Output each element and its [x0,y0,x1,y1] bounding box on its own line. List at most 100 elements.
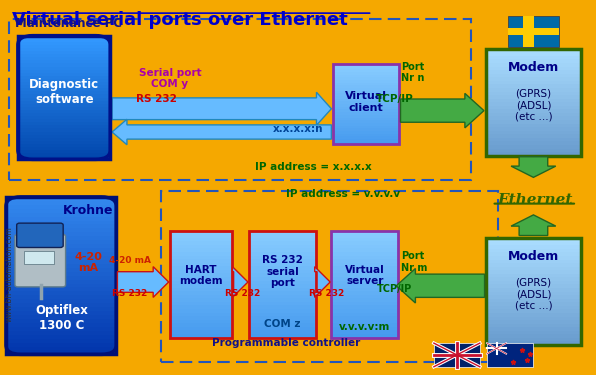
Bar [18,63,110,67]
Bar [18,153,110,156]
Text: 4-20 mA: 4-20 mA [109,256,151,265]
Text: IP address = v.v.v.v: IP address = v.v.v.v [285,189,400,199]
FancyArrow shape [232,267,248,297]
Text: Virtual serial ports over Ethernet: Virtual serial ports over Ethernet [12,11,347,29]
Bar [18,156,110,159]
Bar [486,278,581,281]
Bar [18,36,110,39]
Bar [18,147,110,150]
Bar [6,272,116,276]
Bar [170,280,232,284]
Bar [333,75,399,77]
Bar [18,82,110,85]
Bar [486,67,581,70]
Bar [170,298,232,302]
Bar [331,295,398,298]
Bar [18,107,110,110]
Text: TCP/IP: TCP/IP [377,284,412,294]
Bar [486,59,581,63]
Bar [18,104,110,107]
Bar [6,311,116,315]
Bar [486,106,581,109]
Bar [6,236,116,240]
Bar [18,98,110,100]
Bar [486,238,581,242]
Text: x.x.x.x:n: x.x.x.x:n [273,124,323,135]
Bar [486,288,581,292]
Bar [249,245,316,248]
Bar [331,231,398,234]
Text: Programmable controller: Programmable controller [212,338,360,348]
Bar [486,260,581,263]
Bar [18,128,110,132]
Bar [434,343,480,367]
Bar [486,306,581,309]
Bar [331,245,398,248]
Bar [333,64,399,66]
Bar [486,49,581,52]
Text: 4-20
mA: 4-20 mA [74,252,102,273]
Text: Virtual
client: Virtual client [345,91,387,113]
Bar [249,288,316,291]
Bar [18,79,110,82]
Bar [486,252,581,256]
Bar [331,305,398,309]
Bar [170,277,232,280]
Bar [333,139,399,142]
Text: Diagnostic
software: Diagnostic software [29,78,100,106]
Bar [170,270,232,273]
Bar [18,48,110,51]
Bar [486,284,581,288]
Bar [6,287,116,291]
Bar [331,320,398,323]
Bar [331,309,398,312]
Bar [249,302,316,305]
Bar [170,242,232,245]
Bar [249,256,316,259]
Bar [18,125,110,128]
Bar [486,238,581,345]
Bar [486,295,581,298]
Bar [170,245,232,248]
Bar [331,256,398,259]
Text: Optiflex
1300 C: Optiflex 1300 C [35,304,88,332]
Bar [6,303,116,307]
Bar [331,334,398,338]
Bar [486,320,581,324]
Bar [249,298,316,302]
Bar [331,273,398,277]
Bar [249,313,316,316]
Bar [333,91,399,93]
Bar [18,119,110,122]
Bar [486,242,581,245]
Text: TCP/IP: TCP/IP [375,94,413,104]
Bar [6,280,116,284]
Bar [18,85,110,88]
Bar [24,251,54,264]
Bar [486,313,581,316]
Bar [486,102,581,106]
Bar [249,252,316,256]
Bar [486,148,581,152]
Bar [6,299,116,303]
Bar [331,252,398,256]
Bar [486,341,581,345]
Bar [170,327,232,330]
Bar [486,267,581,270]
Bar [486,113,581,116]
Bar [486,316,581,320]
Bar [486,95,581,99]
Bar [486,270,581,274]
Bar [6,350,116,354]
Text: Port
Nr m: Port Nr m [401,251,427,273]
Bar [249,273,316,277]
Bar [170,330,232,334]
Bar [249,309,316,312]
Bar [333,104,399,107]
Bar [333,131,399,134]
Bar [170,316,232,320]
FancyArrow shape [112,92,331,125]
Bar [170,313,232,316]
Text: Modem: Modem [508,61,559,74]
Bar [18,60,110,63]
